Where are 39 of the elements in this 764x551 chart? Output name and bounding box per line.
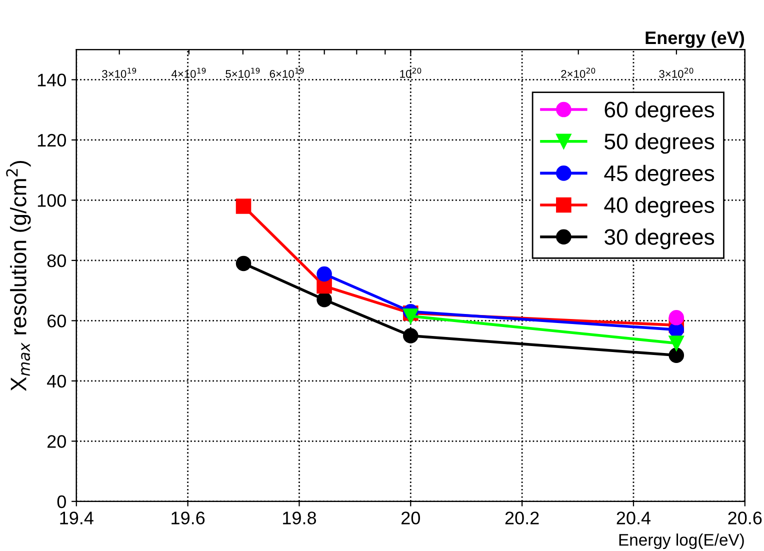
y-tick-label: 120 <box>38 134 66 147</box>
point <box>668 348 684 363</box>
x2-tick-label: 6×10$^{19}$ <box>270 68 304 78</box>
point <box>236 198 252 214</box>
x-tick-label: 19.6 <box>172 512 205 524</box>
point <box>668 336 684 351</box>
point <box>668 310 684 326</box>
legend-label: 50 degrees <box>604 133 714 154</box>
x2-tick-label: 2×10$^{20}$ <box>561 68 596 78</box>
legend-label: 45 degrees <box>604 164 714 186</box>
x2-axis-title: Energy (eV) <box>646 30 744 48</box>
point <box>316 292 332 308</box>
x2-tick-label: 4×10$^{19}$ <box>171 68 206 78</box>
x2-tick-label: 10$^{20}$ <box>400 68 422 78</box>
x2-tick-label: 5×10$^{19}$ <box>226 68 260 78</box>
point <box>316 266 332 282</box>
x-tick-label: 20.2 <box>505 512 539 524</box>
legend-label: 30 degrees <box>604 228 714 250</box>
x-tick-label: 20.6 <box>728 512 762 524</box>
y-tick-label: 80 <box>47 254 66 268</box>
point <box>403 328 418 344</box>
x2-tick-label: 3×10$^{20}$ <box>659 68 694 78</box>
y-axis-title: X$_{max}$ resolution (g/cm$^{2}$) <box>6 160 31 391</box>
x-tick-label: 20.4 <box>616 512 651 524</box>
x2-tick-label: 3×10$^{19}$ <box>102 68 136 78</box>
legend-label: 40 degrees <box>604 196 714 218</box>
x-axis-title: Energy log(E/eV) <box>619 534 744 550</box>
y-tick-label: 140 <box>38 74 66 86</box>
legend-label: 60 degrees <box>604 101 714 122</box>
y-tick-label: 60 <box>48 314 66 328</box>
y-tick-label: 40 <box>47 374 66 388</box>
point <box>403 308 418 324</box>
x-tick-label: 19.4 <box>60 512 94 524</box>
point <box>236 256 252 272</box>
y-tick-label: 20 <box>48 435 66 448</box>
x-tick-label: 20 <box>402 512 420 524</box>
y-tick-label: 0 <box>57 495 66 508</box>
y-tick-label: 100 <box>38 194 66 207</box>
x-tick-label: 19.8 <box>283 512 316 524</box>
